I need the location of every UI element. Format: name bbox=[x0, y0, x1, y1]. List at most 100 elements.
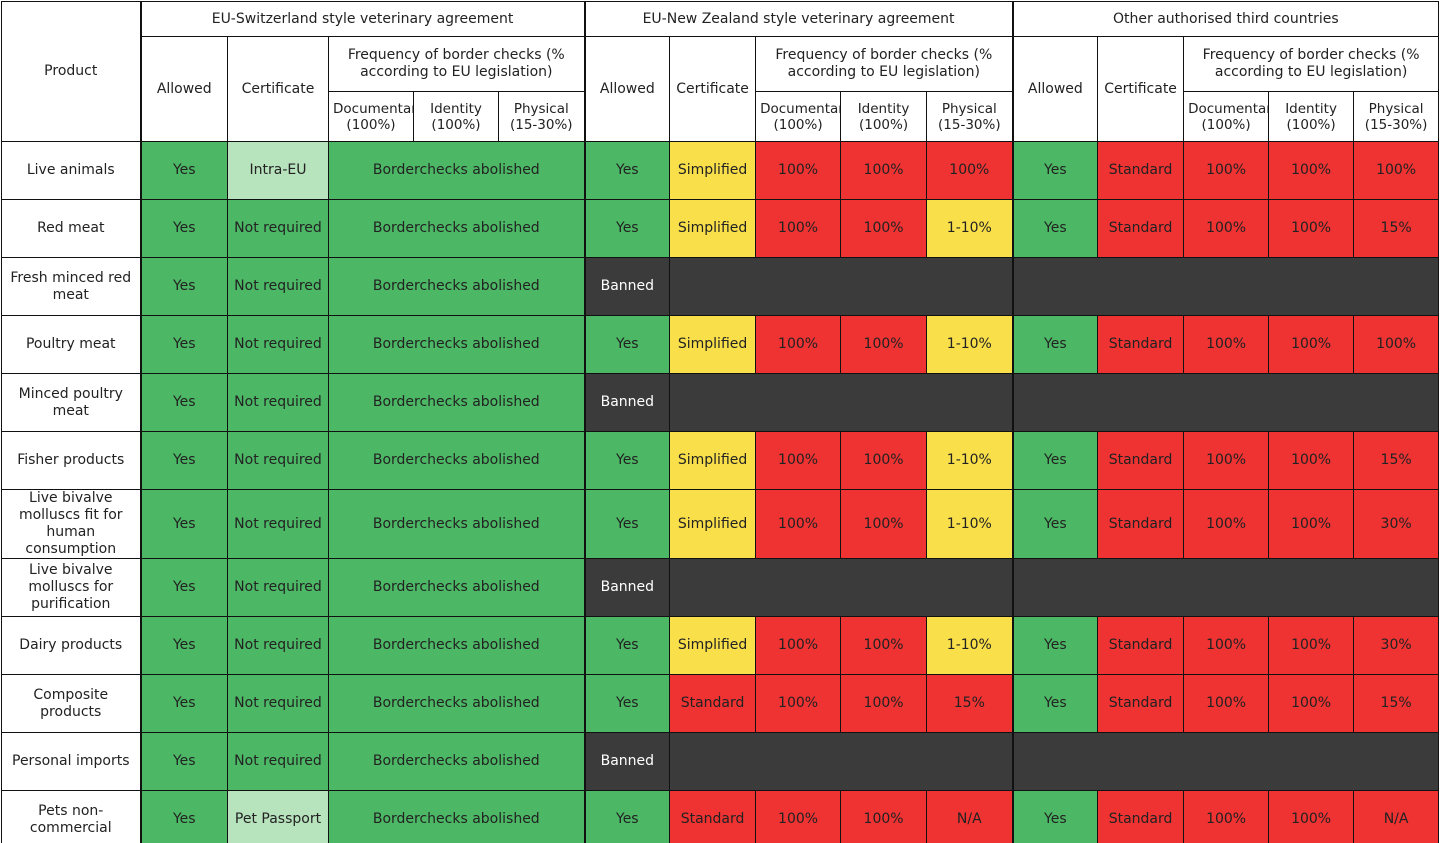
product-header: Product bbox=[1, 1, 141, 142]
check-header: Identity (100%) bbox=[840, 91, 928, 142]
status-cell: N/A bbox=[926, 790, 1014, 843]
status-cell: Yes bbox=[139, 373, 228, 432]
status-cell: 100% bbox=[1268, 315, 1355, 374]
check-header: Physical (15-30%) bbox=[497, 91, 586, 142]
status-cell: 1-10% bbox=[926, 315, 1014, 374]
blank-cell bbox=[669, 257, 1014, 316]
product-cell: Pets non-commercial bbox=[1, 790, 141, 843]
status-cell: Borderchecks abolished bbox=[327, 373, 586, 432]
status-cell: Yes bbox=[139, 616, 228, 675]
status-cell: Yes bbox=[583, 790, 671, 843]
status-cell: Yes bbox=[139, 431, 228, 490]
status-cell: 100% bbox=[755, 315, 842, 374]
status-cell: Yes bbox=[139, 790, 228, 843]
status-cell: Yes bbox=[583, 489, 671, 559]
status-cell: 15% bbox=[1353, 199, 1440, 258]
status-cell: 100% bbox=[1268, 199, 1355, 258]
table-header: Product EU-Switzerland style veterinary a… bbox=[1, 1, 1440, 142]
blank-cell bbox=[1011, 732, 1440, 791]
certificate-header: Certificate bbox=[1097, 36, 1185, 142]
status-cell: Borderchecks abolished bbox=[327, 674, 586, 733]
status-cell: Banned bbox=[583, 257, 671, 316]
status-cell: Yes bbox=[139, 141, 228, 200]
status-cell: Borderchecks abolished bbox=[327, 616, 586, 675]
status-cell: Intra-EU bbox=[227, 141, 329, 200]
status-cell: Borderchecks abolished bbox=[327, 732, 586, 791]
check-header: Physical (15-30%) bbox=[926, 91, 1014, 142]
status-cell: 100% bbox=[926, 141, 1014, 200]
status-cell: Not required bbox=[227, 315, 329, 374]
data-row: Live bivalve molluscs for purification Ye… bbox=[1, 558, 1440, 617]
data-row: Live bivalve molluscs fit for human cons… bbox=[1, 489, 1440, 559]
certificate-header: Certificate bbox=[227, 36, 329, 142]
status-cell: 30% bbox=[1353, 489, 1440, 559]
status-cell: 100% bbox=[1183, 431, 1270, 490]
product-cell: Live animals bbox=[1, 141, 141, 200]
status-cell: 100% bbox=[840, 431, 928, 490]
status-cell: Not required bbox=[227, 431, 329, 490]
status-cell: Standard bbox=[1097, 315, 1185, 374]
status-cell: Simplified bbox=[669, 489, 757, 559]
data-row: Personal imports Yes Not required Borderche… bbox=[1, 732, 1440, 791]
status-cell: 30% bbox=[1353, 616, 1440, 675]
status-cell: Not required bbox=[227, 199, 329, 258]
status-cell: Standard bbox=[1097, 790, 1185, 843]
blank-cell bbox=[669, 732, 1014, 791]
status-cell: 100% bbox=[840, 790, 928, 843]
allowed-header: Allowed bbox=[583, 36, 671, 142]
status-cell: Not required bbox=[227, 257, 329, 316]
status-cell: 100% bbox=[755, 674, 842, 733]
product-cell: Fresh minced red meat bbox=[1, 257, 141, 316]
product-cell: Personal imports bbox=[1, 732, 141, 791]
status-cell: Not required bbox=[227, 373, 329, 432]
status-cell: 100% bbox=[755, 616, 842, 675]
status-cell: Not required bbox=[227, 558, 329, 617]
status-cell: Standard bbox=[1097, 616, 1185, 675]
status-cell: Banned bbox=[583, 558, 671, 617]
status-cell: Yes bbox=[583, 616, 671, 675]
status-cell: Borderchecks abolished bbox=[327, 489, 586, 559]
status-cell: 100% bbox=[840, 674, 928, 733]
check-header: Documentary (100%) bbox=[755, 91, 842, 142]
product-cell: Fisher products bbox=[1, 431, 141, 490]
status-cell: Banned bbox=[583, 732, 671, 791]
data-row: Minced poultry meat Yes Not required Border… bbox=[1, 373, 1440, 432]
status-cell: Borderchecks abolished bbox=[327, 257, 586, 316]
status-cell: 100% bbox=[1353, 141, 1440, 200]
status-cell: Borderchecks abolished bbox=[327, 315, 586, 374]
status-cell: Borderchecks abolished bbox=[327, 141, 586, 200]
group-title: EU-Switzerland style veterinary agreemen… bbox=[139, 1, 586, 37]
blank-cell bbox=[1011, 373, 1440, 432]
check-header: Documentary (100%) bbox=[328, 91, 414, 142]
check-header: Identity (100%) bbox=[413, 91, 499, 142]
data-row: Fresh minced red meat Yes Not required Bord… bbox=[1, 257, 1440, 316]
status-cell: 100% bbox=[1268, 431, 1355, 490]
status-cell: Standard bbox=[1097, 431, 1185, 490]
status-cell: Simplified bbox=[669, 141, 757, 200]
frequency-header: Frequency of border checks (% according … bbox=[327, 36, 586, 92]
status-cell: Yes bbox=[583, 315, 671, 374]
status-cell: 100% bbox=[1183, 674, 1270, 733]
status-cell: 100% bbox=[1183, 790, 1270, 843]
status-cell: 100% bbox=[1183, 616, 1270, 675]
product-cell: Minced poultry meat bbox=[1, 373, 141, 432]
status-cell: 100% bbox=[840, 141, 928, 200]
frequency-header: Frequency of border checks (% according … bbox=[755, 36, 1014, 92]
status-cell: Standard bbox=[1097, 141, 1185, 200]
status-cell: 100% bbox=[840, 315, 928, 374]
status-cell: 15% bbox=[1353, 431, 1440, 490]
certificate-header: Certificate bbox=[669, 36, 757, 142]
blank-cell bbox=[669, 558, 1014, 617]
data-row: Live animals Yes Intra-EU Borderchecks abol… bbox=[1, 141, 1440, 200]
product-cell: Composite products bbox=[1, 674, 141, 733]
status-cell: N/A bbox=[1353, 790, 1440, 843]
check-header: Documentary (100%) bbox=[1183, 91, 1270, 142]
status-cell: Yes bbox=[1011, 199, 1099, 258]
status-cell: 100% bbox=[1268, 674, 1355, 733]
status-cell: 15% bbox=[1353, 674, 1440, 733]
status-cell: Not required bbox=[227, 489, 329, 559]
status-cell: 1-10% bbox=[926, 431, 1014, 490]
allowed-header: Allowed bbox=[139, 36, 228, 142]
status-cell: Pet Passport bbox=[227, 790, 329, 843]
